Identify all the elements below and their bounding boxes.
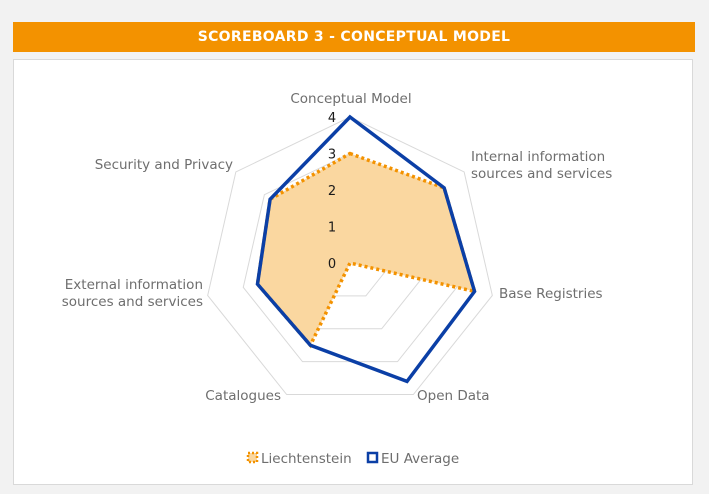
- legend-label-liechtenstein: Liechtenstein: [261, 451, 352, 467]
- tick-label-4: 4: [328, 111, 336, 126]
- axis-label-5-line-0: External information: [65, 277, 203, 293]
- axis-label-1-line-1: sources and services: [471, 166, 612, 182]
- axis-label-1-line-0: Internal information: [471, 149, 605, 165]
- axis-label-5-line-1: sources and services: [62, 294, 203, 310]
- chart-panel: [13, 59, 693, 485]
- axis-label-4-line-0: Catalogues: [205, 388, 281, 404]
- scoreboard-title-banner: SCOREBOARD 3 - CONCEPTUAL MODEL: [13, 22, 695, 52]
- chart-legend: Liechtenstein EU Average: [246, 451, 459, 467]
- series-liechtenstein-polygon: [255, 151, 478, 349]
- legend-marker-eu-average: [366, 451, 379, 464]
- series-eu-average-polygon: [255, 114, 477, 384]
- radar-ticks: 0 1 2 3 4: [328, 111, 336, 272]
- axis-label-3-line-0: Open Data: [417, 388, 490, 404]
- grid-ring-4: [207, 116, 493, 396]
- radar-series: [255, 114, 478, 384]
- axis-label-6-line-0: Security and Privacy: [95, 157, 233, 173]
- scoreboard-title: SCOREBOARD 3 - CONCEPTUAL MODEL: [197, 29, 511, 45]
- tick-label-1: 1: [328, 221, 336, 236]
- axis-label-0-line-0: Conceptual Model: [290, 91, 411, 107]
- legend-item-eu-average: EU Average: [366, 451, 459, 467]
- tick-label-2: 2: [328, 184, 336, 199]
- tick-label-3: 3: [328, 148, 336, 163]
- legend-marker-liechtenstein: [246, 451, 259, 464]
- tick-label-0: 0: [328, 257, 336, 272]
- legend-item-liechtenstein: Liechtenstein: [246, 451, 352, 467]
- legend-label-eu-average: EU Average: [381, 451, 459, 467]
- axis-label-2-line-0: Base Registries: [499, 286, 603, 302]
